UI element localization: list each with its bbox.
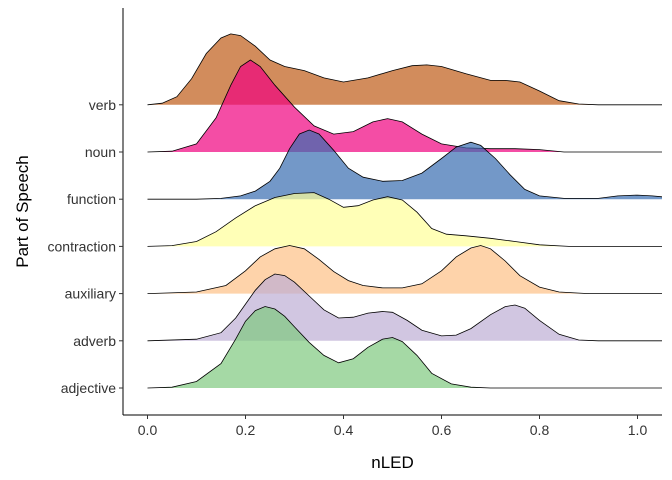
x-tick-label-3: 0.6 xyxy=(432,422,452,438)
ridge-line-auxiliary xyxy=(147,245,662,294)
y-tick-layer: adjective adverb auxiliary contraction funct… xyxy=(48,97,123,396)
ridge-line-function xyxy=(147,129,663,200)
x-axis-title: nLED xyxy=(371,453,414,472)
ridge-line-adverb xyxy=(147,273,662,342)
ridge-area-verb xyxy=(147,33,662,105)
ridge-area-auxiliary xyxy=(147,245,662,294)
x-tick-label-4: 0.8 xyxy=(530,422,550,438)
y-tick-label-adverb: adverb xyxy=(73,333,116,349)
ridge-area-contraction xyxy=(147,192,662,247)
y-tick-label-adjective: adjective xyxy=(61,380,116,396)
ridge-area-function xyxy=(147,130,662,200)
y-tick-label-contraction: contraction xyxy=(48,238,116,254)
x-tick-label-1: 0.2 xyxy=(236,422,256,438)
y-tick-label-verb: verb xyxy=(89,97,116,113)
axes-layer xyxy=(122,8,662,416)
ridges-layer xyxy=(147,33,663,389)
ridge-area-adjective xyxy=(147,306,662,388)
ridge-line-adjective xyxy=(147,306,662,389)
x-tick-label-2: 0.4 xyxy=(334,422,354,438)
y-axis-title: Part of Speech xyxy=(13,155,32,267)
ridge-area-noun xyxy=(147,60,662,152)
ridge-line-verb xyxy=(147,33,662,106)
x-tick-label-5: 1.0 xyxy=(628,422,648,438)
x-tick-label-0: 0.0 xyxy=(138,422,158,438)
x-tick-layer: 0.0 0.2 0.4 0.6 0.8 1.0 xyxy=(138,415,648,438)
ridge-line-contraction xyxy=(147,192,662,247)
ridge-area-adverb xyxy=(147,274,662,341)
y-tick-label-auxiliary: auxiliary xyxy=(65,286,116,302)
y-tick-label-function: function xyxy=(67,191,116,207)
ridge-line-noun xyxy=(147,59,662,153)
y-tick-label-noun: noun xyxy=(85,144,116,160)
